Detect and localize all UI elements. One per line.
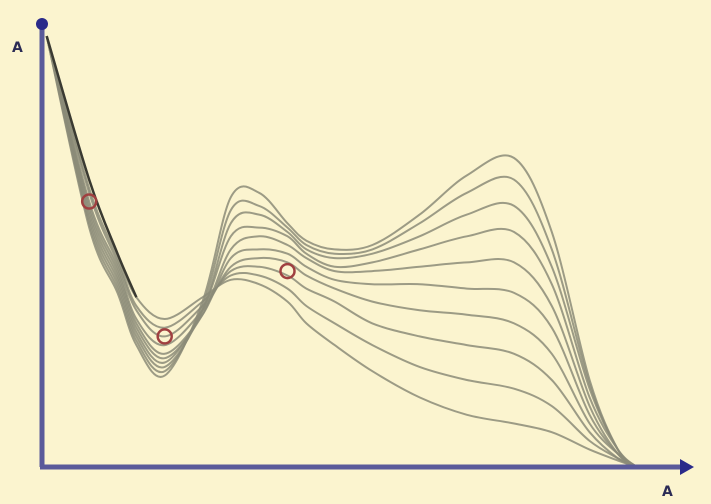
series-line-4 [45, 35, 638, 468]
y-axis-label: A [12, 40, 23, 56]
x-axis-arrow-tip [680, 459, 694, 475]
series-line-5 [45, 35, 638, 468]
series-line-3 [45, 35, 638, 468]
series-line-8 [45, 35, 638, 468]
crossing-point-1 [80, 193, 98, 210]
series-line-10 [45, 35, 638, 468]
crossing-point-2 [156, 328, 173, 345]
crossing-markers [80, 193, 296, 345]
crossing-point-3 [279, 262, 296, 280]
x-axis-label: A [662, 484, 673, 500]
y-axis-arrow-tip [36, 18, 48, 30]
series-line-7 [45, 35, 638, 468]
series-line-9 [45, 35, 638, 468]
series-overlap-segment [45, 35, 138, 298]
series-line-1 [45, 35, 638, 468]
series-line-2 [45, 35, 638, 468]
series-line-6 [45, 35, 638, 468]
curves-layer [45, 35, 638, 468]
